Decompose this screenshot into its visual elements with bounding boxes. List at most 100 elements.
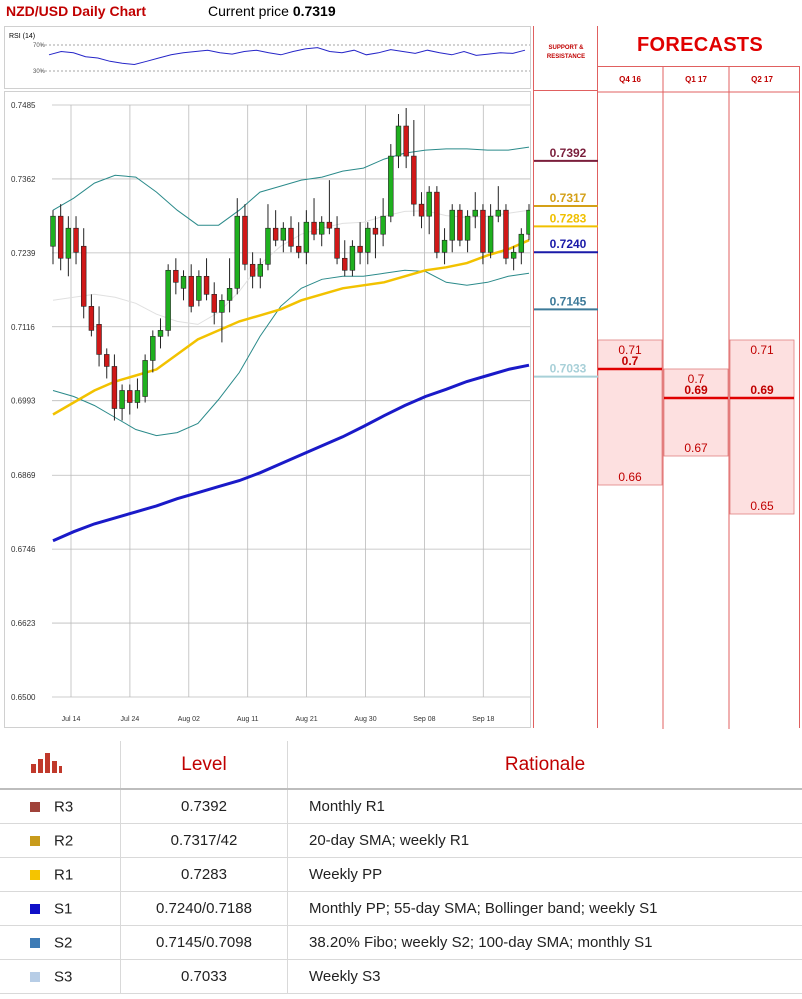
y-tick-label: 0.6746 [11,545,36,554]
x-tick-label: Aug 11 [237,716,259,723]
candle-down [288,227,294,247]
candle-down [272,227,279,241]
levels-table-header: Level Rationale [0,741,802,790]
x-tick-label: Jul 14 [62,716,81,723]
forecast-quarter-label: Q2 17 [751,75,773,84]
sr-header-line1: SUPPORT & [548,45,584,51]
y-tick-label: 0.6623 [11,619,36,628]
y-tick-label: 0.6869 [11,471,36,480]
candle-up [349,245,356,271]
candle-up [226,288,233,301]
candle-down [88,306,95,331]
candle-down [457,209,463,241]
candle-up [526,209,532,235]
col-level-header: Level [120,741,288,790]
candle-down [211,294,217,313]
x-tick-label: Jul 24 [121,716,140,723]
level-color-swatch [30,903,40,914]
rsi-label: RSI (14) [9,33,35,40]
forecast-low-value: 0.66 [618,470,642,484]
forecast-high-value: 0.7 [688,372,705,386]
current-price-value: 0.7319 [292,3,336,19]
candle-down [127,390,133,403]
candle-up [196,275,202,301]
candles [50,108,532,421]
sr-level-value: 0.7240 [550,237,587,251]
levels-row: S2 0.7145/0.7098 38.20% Fibo; weekly S2; 1… [0,925,802,960]
sr-level-value: 0.7392 [550,146,587,160]
candle-up [265,227,271,265]
level-value: 0.7283 [120,857,288,892]
grid-layer [52,104,543,698]
forecast-range-box [598,339,663,486]
levels-row: R3 0.7392 Monthly R1 [0,789,802,824]
levels-row: S3 0.7033 Weekly S3 [0,959,802,994]
sr-header-line2: RESISTANCE [546,54,586,60]
current-price: Current price 0.7319 [208,3,336,19]
levels-row: R2 0.7317/42 20-day SMA; weekly R1 [0,823,802,858]
bollinger-upper-band [52,146,530,226]
x-tick-label: Aug 02 [178,716,200,723]
candle-down [203,275,210,295]
candle-up [495,209,501,217]
level-value: 0.7240/0.7188 [120,891,288,926]
forecast-quarter-label: Q1 17 [685,75,707,84]
candle-down [242,215,248,265]
candle-down [173,269,179,283]
levels-table-body: R3 0.7392 Monthly R1 R2 0.7317/42 20-day SMA;… [0,789,802,994]
candle-up [441,239,448,253]
levels-table: Level Rationale R3 0.7392 Monthly R1 R2 0.73… [0,741,802,994]
level-tag-cell: R1 [0,857,121,892]
candle-up [65,227,72,259]
candle-up [380,215,386,235]
candle-down [111,366,118,409]
candle-down [480,209,486,253]
sr-level-value: 0.7283 [550,211,587,225]
levels-row: R1 0.7283 Weekly PP [0,857,802,892]
level-value: 0.7392 [120,789,288,824]
candle-up [464,215,471,241]
x-tick-label: Aug 30 [354,716,376,723]
candle-up [388,155,394,217]
sr-levels-svg: 0.7392 0.7317 0.7283 0.7240 0.7145 0.7033 [534,146,598,378]
level-value: 0.7317/42 [120,823,288,858]
rsi-lower-tick: 30% [33,69,46,75]
levels-chart-icon-cell [0,741,121,790]
level-tag: R2 [54,832,74,850]
support-resistance-column: SUPPORT & RESISTANCE 0.7392 0.7317 0.7283 0… [533,26,598,728]
bar-chart-icon [31,752,62,773]
candle-up [180,275,187,289]
col-rationale-header: Rationale [287,741,802,790]
level-tag-cell: R2 [0,823,121,858]
y-tick-label: 0.6993 [11,397,36,406]
level-rationale: Weekly S3 [287,959,802,994]
candle-down [418,203,425,217]
rsi-upper-tick: 70% [33,43,46,49]
forecast-quarter-label: Q4 16 [619,75,641,84]
candle-down [188,275,194,307]
candle-up [449,209,455,241]
forecasts-table: Q4 16 0.71 0.7 0.66 Q1 17 0.7 0.69 0.67 Q2 17 0.7… [598,66,800,729]
level-tag-cell: R3 [0,789,121,824]
candle-up [280,227,287,241]
price-chart-panel: 0.7485 0.7362 0.7239 0.7116 0.6993 0.6869 0.67… [4,91,554,728]
candle-up [150,336,156,361]
candle-down [326,221,333,229]
candle-down [96,324,102,355]
level-value: 0.7145/0.7098 [120,925,288,960]
y-tick-label: 0.7239 [11,249,36,258]
candle-up [319,221,325,235]
level-tag: S3 [54,968,73,986]
level-tag: S2 [54,934,73,952]
x-tick-label: Sep 18 [472,716,494,723]
candle-up [134,390,141,403]
candle-up [365,227,371,253]
forecast-mid-value: 0.69 [684,383,708,397]
forecast-high-value: 0.71 [618,343,642,357]
x-tick-labels: Jul 14 Jul 24 Aug 02 Aug 11 Aug 21 Aug 30 Sep … [62,716,554,723]
forecast-range-box [729,339,795,515]
candle-up [50,215,56,247]
candle-down [503,209,509,259]
sma-yellow-line [52,239,530,416]
